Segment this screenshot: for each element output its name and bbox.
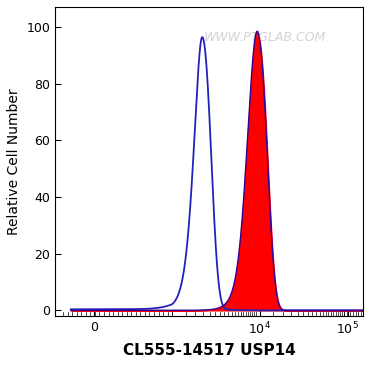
Text: WWW.PTGLAB.COM: WWW.PTGLAB.COM [204, 31, 326, 45]
Y-axis label: Relative Cell Number: Relative Cell Number [7, 88, 21, 235]
X-axis label: CL555-14517 USP14: CL555-14517 USP14 [123, 343, 296, 358]
